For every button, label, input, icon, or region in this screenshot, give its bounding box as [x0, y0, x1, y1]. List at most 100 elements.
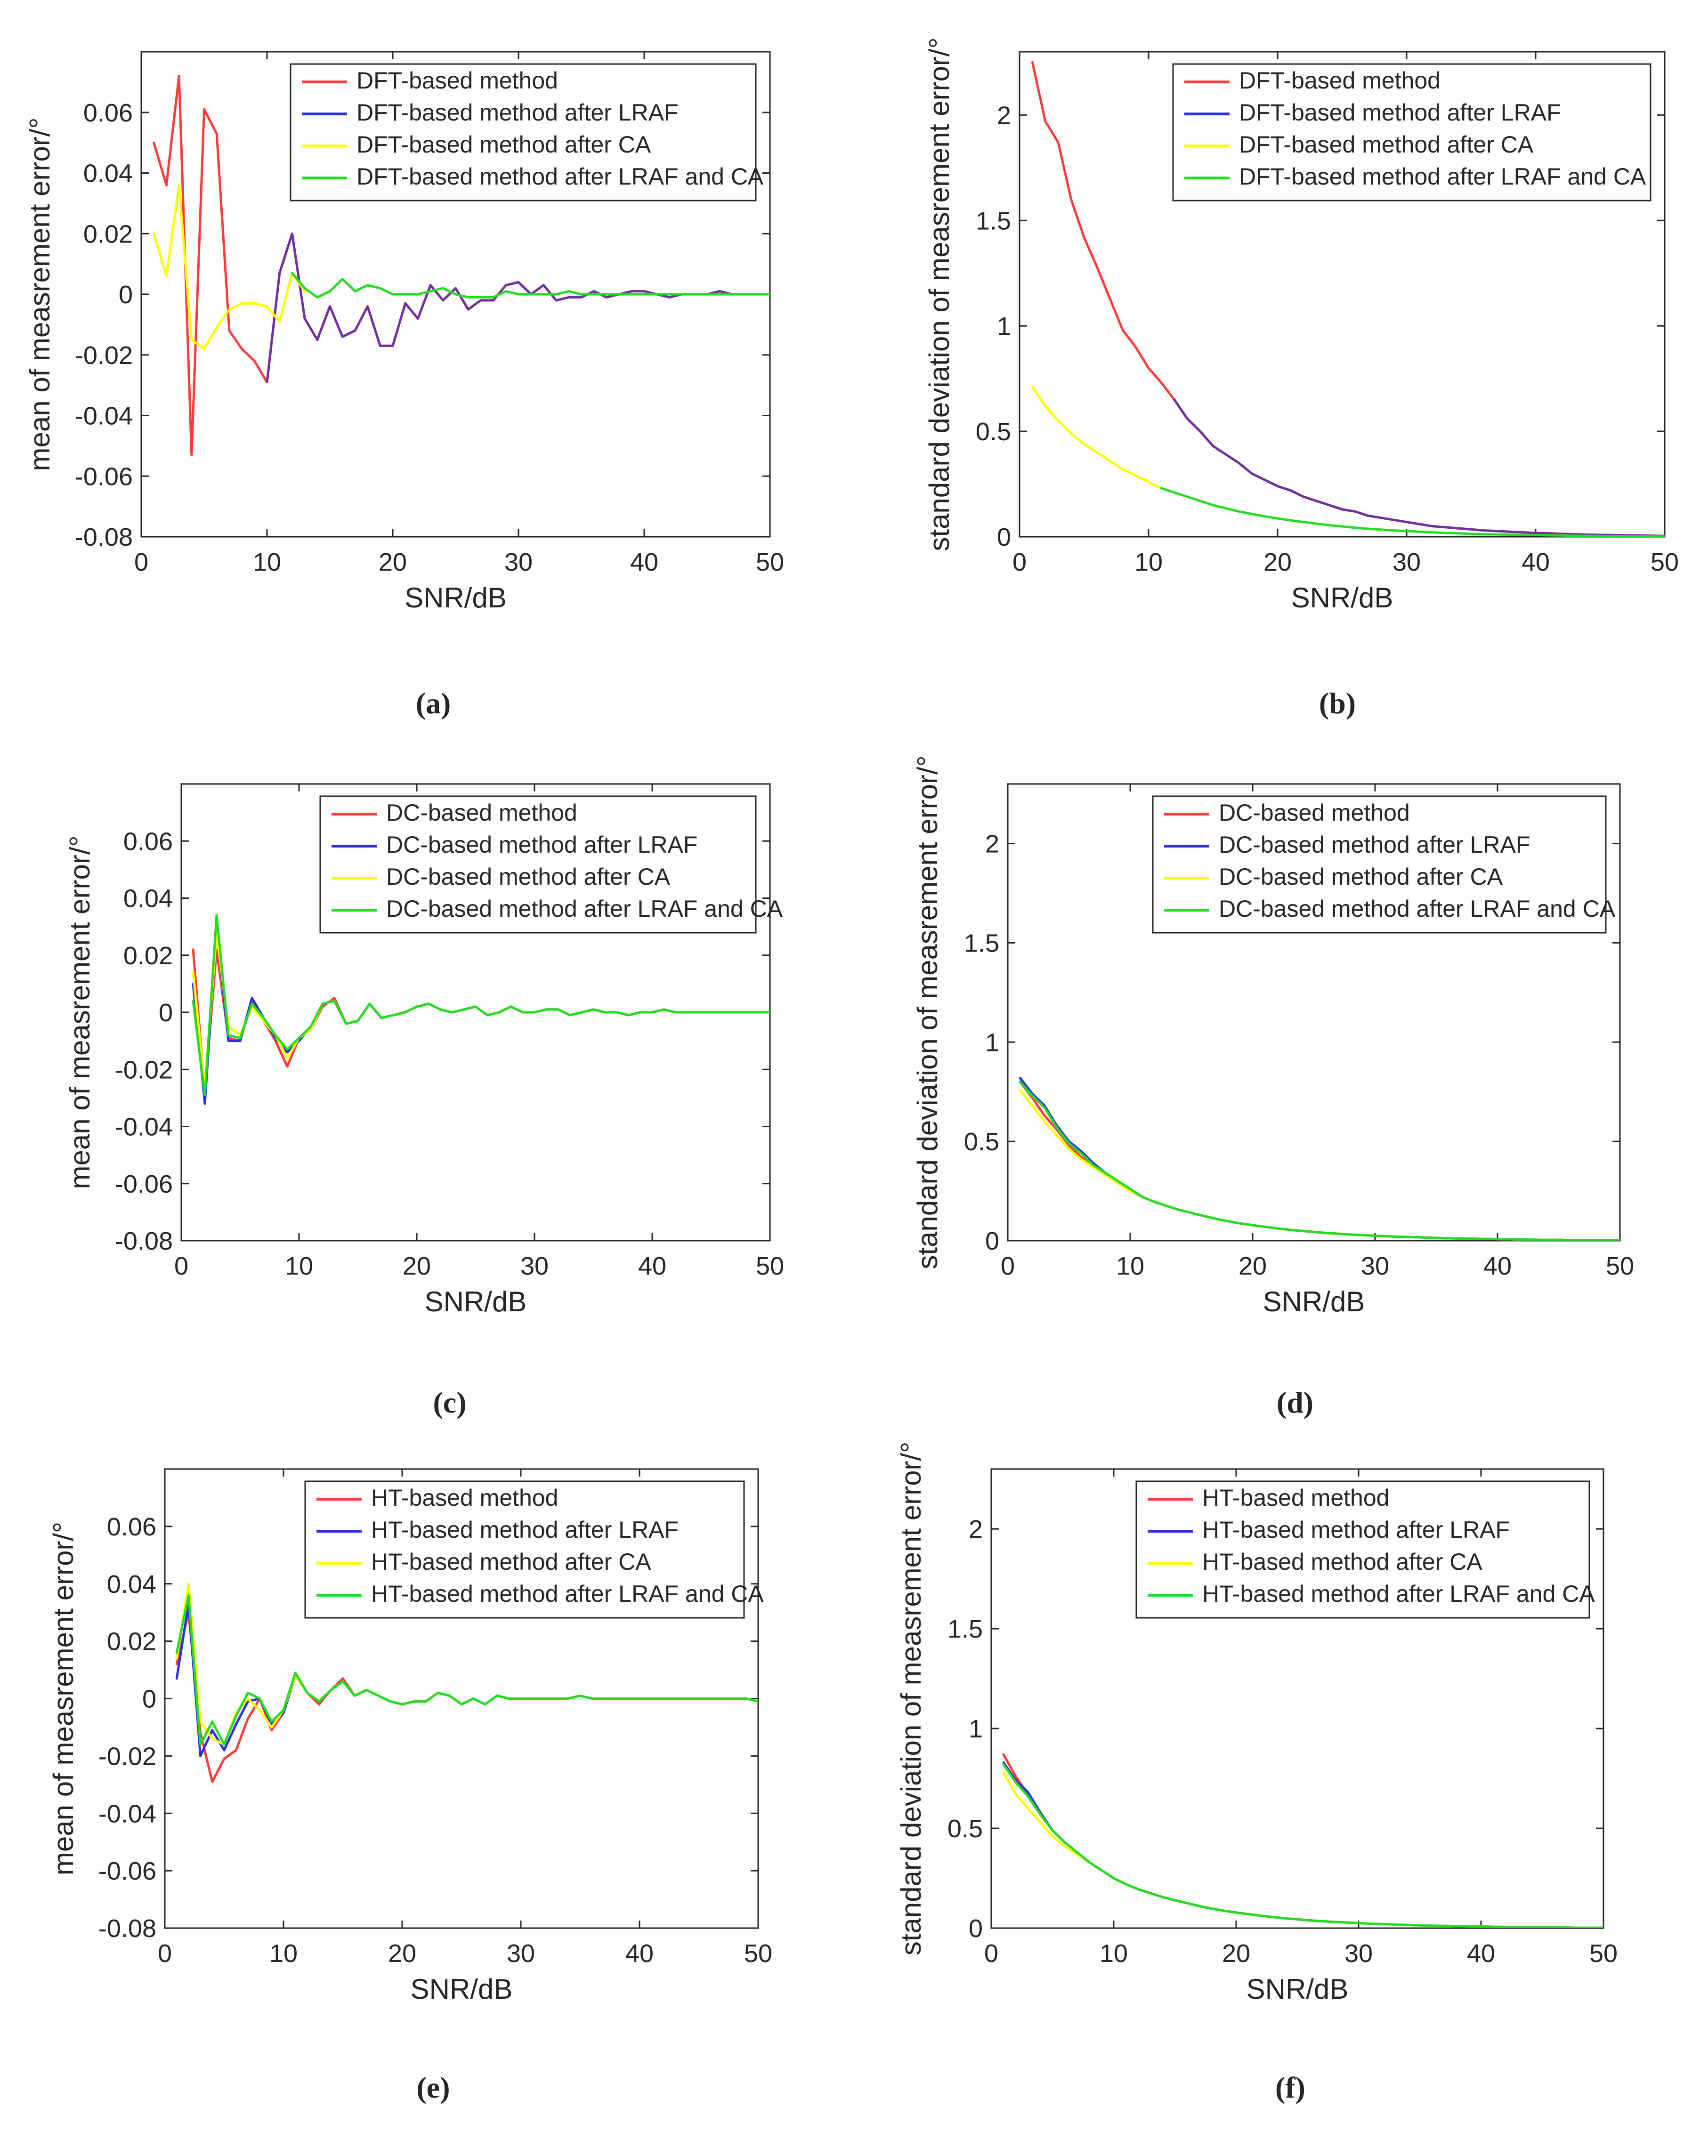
x-axis-label: SNR/dB	[1263, 1286, 1365, 1317]
y-axis-label: mean of measrement error/°	[48, 1522, 79, 1875]
x-tick-label: 30	[520, 1252, 549, 1280]
legend-entry-3: HT-based method after CA	[371, 1549, 651, 1575]
legend-box	[1135, 1480, 1590, 1619]
y-axis-label: mean of measrement error/°	[24, 118, 56, 471]
series-group	[1002, 1753, 1603, 1928]
y-tick-label: 2	[997, 101, 1011, 129]
legend-entry-2: DC-based method after LRAF	[386, 832, 697, 858]
x-tick-label: 10	[1116, 1252, 1144, 1280]
chart-panel-d: 0 10 20 30 40 50 0 0.5 1 1.5 2 SNR/dB standard devia…	[912, 755, 1634, 1419]
x-tick-label: 50	[1651, 548, 1679, 576]
y-tick-label: 0.5	[964, 1128, 999, 1156]
x-tick-label: 40	[1467, 1939, 1495, 1968]
x-tick-label: 30	[1344, 1939, 1373, 1968]
panel-label-d: (d)	[1277, 1386, 1313, 1419]
y-tick-label: -0.06	[98, 1857, 156, 1885]
chart-panel-b: 0 10 20 30 40 50 0 0.5 1 1.5 2 SNR/dB standard devia…	[923, 37, 1679, 720]
legend-entry-2: HT-based method after LRAF	[371, 1517, 679, 1543]
legend-entry-4: DFT-based method after LRAF and CA	[1239, 163, 1646, 190]
x-tick-label: 40	[1483, 1252, 1512, 1280]
x-tick-label: 10	[253, 548, 281, 576]
panel-label-e: (e)	[416, 2071, 450, 2104]
y-tick-label: 1.5	[947, 1615, 983, 1643]
series-line-4	[175, 1594, 758, 1746]
y-tick-label: 0	[142, 1685, 156, 1713]
series-group	[192, 914, 770, 1105]
chart-panel-f: 0 10 20 30 40 50 0 0.5 1 1.5 2 SNR/dB standard devia…	[895, 1442, 1618, 2104]
x-axis-label: SNR/dB	[411, 1973, 513, 2005]
x-tick-label: 20	[1263, 548, 1292, 576]
series-group	[175, 1583, 758, 1783]
chart-panel-a: 0 10 20 30 40 50 -0.08 -0.06 -0.04 -0.02 0 0.02 0.04…	[24, 51, 784, 720]
x-tick-label: 20	[403, 1252, 431, 1280]
x-tick-label: 30	[507, 1939, 535, 1968]
y-tick-label: 1	[969, 1715, 983, 1743]
y-tick-label: -0.06	[75, 462, 133, 491]
legend-entry-1: HT-based method	[371, 1485, 558, 1511]
series-line-2	[1173, 398, 1665, 537]
y-axis-label: standard deviation of measrement error/°	[923, 37, 955, 551]
y-tick-label: 0	[159, 999, 173, 1027]
x-tick-label: 50	[756, 1252, 784, 1280]
x-tick-label: 30	[1392, 548, 1421, 576]
legend-entry-1: DC-based method	[386, 799, 577, 826]
series-group	[153, 75, 770, 456]
x-tick-label: 20	[1239, 1252, 1267, 1280]
legend-entry-1: HT-based method	[1202, 1485, 1389, 1511]
series-line-4	[192, 914, 770, 1097]
y-tick-label: 2	[969, 1515, 983, 1543]
legend-entry-2: HT-based method after LRAF	[1202, 1517, 1510, 1543]
legend-entry-2: DC-based method after LRAF	[1219, 832, 1530, 858]
series-line-4	[1002, 1763, 1603, 1928]
x-tick-label: 10	[1134, 548, 1163, 576]
y-tick-label: -0.08	[98, 1914, 156, 1943]
y-tick-label: 1.5	[964, 929, 999, 957]
x-tick-label: 30	[504, 548, 533, 576]
series-group	[1019, 1076, 1620, 1241]
x-tick-label: 0	[1012, 548, 1027, 576]
x-tick-label: 10	[1100, 1939, 1128, 1968]
x-tick-label: 40	[638, 1252, 666, 1280]
x-tick-label: 0	[984, 1939, 998, 1968]
legend-entry-1: DFT-based method	[1239, 67, 1441, 94]
y-tick-label: 0.04	[107, 1570, 156, 1599]
x-tick-label: 0	[174, 1252, 188, 1280]
y-tick-label: -0.06	[115, 1170, 173, 1198]
series-line-4	[1019, 1081, 1620, 1241]
legend: DFT-based method DFT-based method after L…	[290, 63, 764, 202]
x-tick-label: 0	[134, 548, 148, 576]
x-tick-label: 40	[630, 548, 658, 576]
legend-entry-4: DC-based method after LRAF and CA	[1219, 896, 1616, 922]
y-tick-label: 0.06	[83, 99, 133, 127]
y-tick-label: 0.06	[107, 1513, 156, 1541]
legend-box	[319, 795, 757, 934]
legend-entry-4: DFT-based method after LRAF and CA	[356, 163, 764, 190]
x-tick-label: 10	[285, 1252, 313, 1280]
legend: DC-based method DC-based method after LRA…	[319, 795, 783, 934]
x-tick-label: 50	[1589, 1939, 1618, 1968]
legend: HT-based method HT-based method after LRA…	[304, 1480, 764, 1619]
x-axis-label: SNR/dB	[1291, 582, 1393, 614]
y-tick-label: 1	[985, 1028, 999, 1057]
y-tick-label: 0	[985, 1227, 999, 1255]
legend-entry-3: DFT-based method after CA	[1239, 131, 1534, 158]
y-tick-label: -0.08	[115, 1227, 173, 1255]
x-tick-label: 0	[1001, 1252, 1015, 1280]
series-line-4	[1160, 487, 1665, 537]
y-tick-label: 0	[969, 1914, 983, 1943]
y-tick-label: -0.04	[75, 402, 133, 430]
y-tick-label: 0.02	[107, 1628, 156, 1656]
y-tick-label: -0.02	[98, 1742, 156, 1770]
legend-entry-3: DFT-based method after CA	[356, 131, 651, 158]
legend-entry-3: HT-based method after CA	[1202, 1549, 1482, 1575]
panel-label-f: (f)	[1275, 2071, 1305, 2104]
y-tick-label: 1.5	[976, 207, 1011, 235]
panel-label-c: (c)	[433, 1386, 466, 1419]
y-tick-label: 1	[997, 312, 1011, 340]
y-axis-label: mean of measrement error/°	[64, 836, 96, 1189]
legend-entry-3: DC-based method after CA	[1219, 864, 1503, 890]
y-tick-label: 0.5	[947, 1815, 983, 1843]
y-tick-label: 0.04	[123, 885, 173, 913]
x-tick-label: 50	[756, 548, 784, 576]
